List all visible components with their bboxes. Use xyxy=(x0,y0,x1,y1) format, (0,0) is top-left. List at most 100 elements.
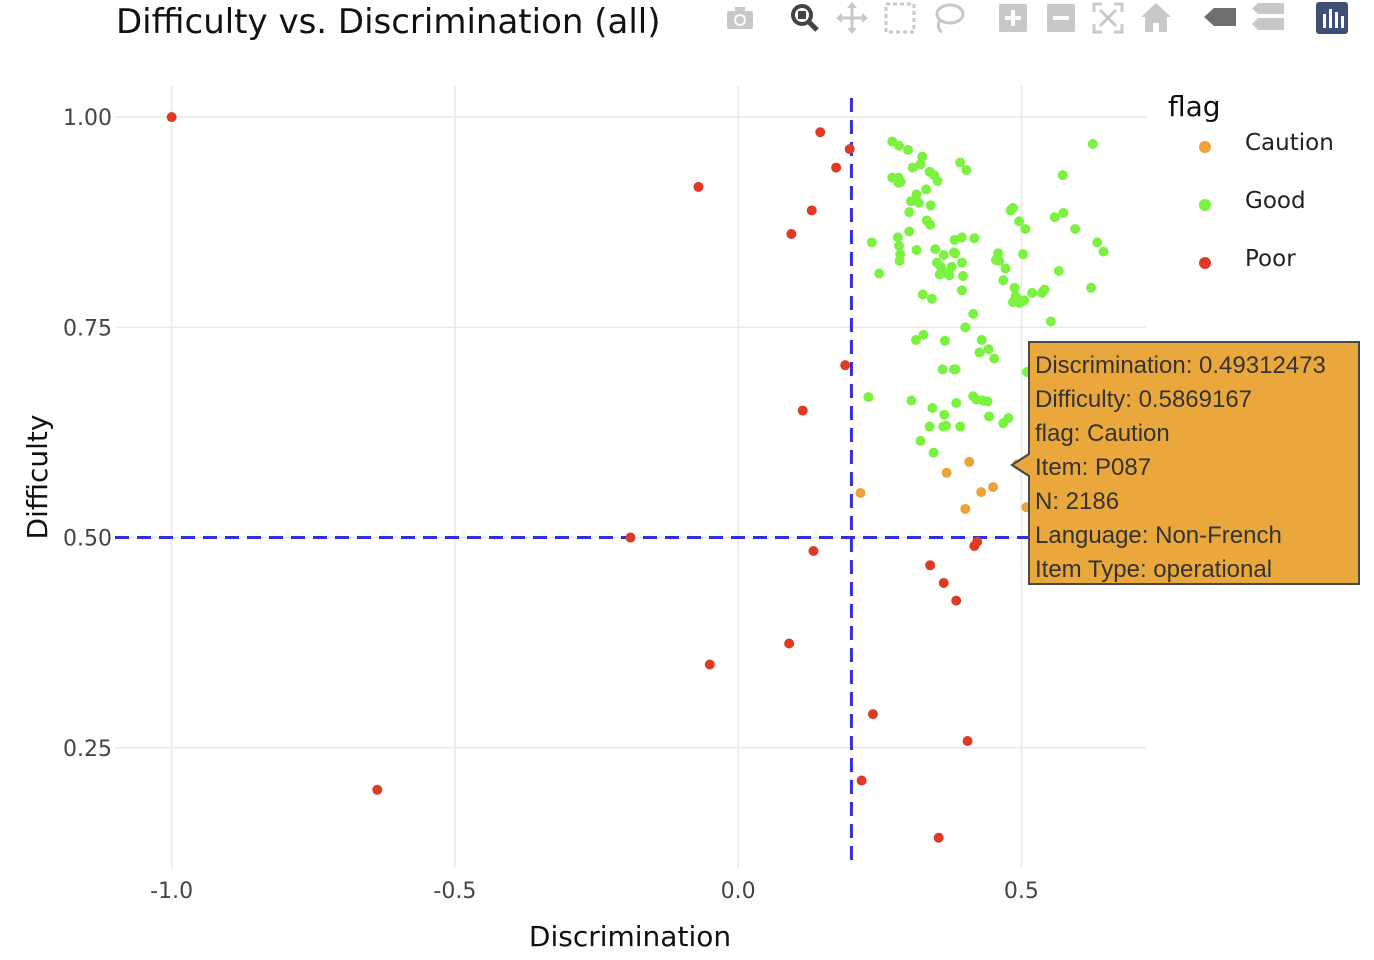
data-point-good[interactable] xyxy=(960,322,971,333)
data-point-good[interactable] xyxy=(944,270,955,281)
data-point-good[interactable] xyxy=(911,189,922,200)
data-point-caution[interactable] xyxy=(964,456,975,467)
data-point-good[interactable] xyxy=(929,170,940,181)
data-point-good[interactable] xyxy=(968,308,979,319)
data-point-good[interactable] xyxy=(917,289,928,300)
data-point-good[interactable] xyxy=(956,232,967,243)
data-points[interactable] xyxy=(166,112,1109,843)
data-point-good[interactable] xyxy=(1070,223,1081,234)
data-point-good[interactable] xyxy=(894,240,905,251)
data-point-good[interactable] xyxy=(1098,246,1109,257)
data-point-good[interactable] xyxy=(904,207,915,218)
data-point-good[interactable] xyxy=(927,403,938,414)
data-point-good[interactable] xyxy=(925,219,936,230)
data-point-good[interactable] xyxy=(1049,212,1060,223)
data-point-good[interactable] xyxy=(917,151,928,162)
data-point-good[interactable] xyxy=(926,293,937,304)
data-point-good[interactable] xyxy=(913,197,924,208)
data-point-good[interactable] xyxy=(982,396,993,407)
data-point-good[interactable] xyxy=(937,364,948,375)
data-point-poor[interactable] xyxy=(815,127,826,138)
data-point-good[interactable] xyxy=(1014,216,1025,227)
data-point-good[interactable] xyxy=(863,392,874,403)
data-point-good[interactable] xyxy=(1019,295,1030,306)
data-point-caution[interactable] xyxy=(960,503,971,514)
data-point-good[interactable] xyxy=(998,275,1009,286)
data-point-good[interactable] xyxy=(892,232,903,243)
compare-data-icon[interactable] xyxy=(1248,0,1288,36)
data-point-poor[interactable] xyxy=(962,736,973,747)
data-point-good[interactable] xyxy=(894,140,905,151)
data-point-good[interactable] xyxy=(1092,237,1103,248)
data-point-good[interactable] xyxy=(983,344,994,355)
zoom-in-icon[interactable] xyxy=(992,0,1032,36)
data-point-good[interactable] xyxy=(1036,287,1047,298)
data-point-good[interactable] xyxy=(866,237,877,248)
data-point-good[interactable] xyxy=(961,165,972,176)
data-point-good[interactable] xyxy=(906,395,917,406)
data-point-good[interactable] xyxy=(958,271,969,282)
data-point-good[interactable] xyxy=(894,255,905,266)
data-point-caution[interactable] xyxy=(976,487,987,498)
data-point-good[interactable] xyxy=(1045,316,1056,327)
legend-item-poor[interactable]: Poor xyxy=(1168,246,1368,304)
data-point-good[interactable] xyxy=(998,418,1009,429)
spike-lines-icon[interactable] xyxy=(1200,0,1240,36)
data-point-good[interactable] xyxy=(1086,282,1097,293)
data-point-poor[interactable] xyxy=(867,709,878,720)
data-point-good[interactable] xyxy=(925,200,936,211)
data-point-poor[interactable] xyxy=(938,577,949,588)
data-point-poor[interactable] xyxy=(693,181,704,192)
data-point-good[interactable] xyxy=(874,268,885,279)
data-point-good[interactable] xyxy=(1053,265,1064,276)
autoscale-icon[interactable] xyxy=(1088,0,1128,36)
data-point-good[interactable] xyxy=(930,244,941,255)
data-point-poor[interactable] xyxy=(831,162,842,173)
data-point-good[interactable] xyxy=(994,255,1005,266)
data-point-good[interactable] xyxy=(951,398,962,409)
data-point-good[interactable] xyxy=(911,244,922,255)
data-point-poor[interactable] xyxy=(786,228,797,239)
data-point-good[interactable] xyxy=(1057,170,1068,181)
data-point-poor[interactable] xyxy=(933,832,944,843)
data-point-poor[interactable] xyxy=(372,784,383,795)
data-point-good[interactable] xyxy=(918,329,929,340)
data-point-good[interactable] xyxy=(911,334,922,345)
pan-icon[interactable] xyxy=(832,0,872,36)
data-point-good[interactable] xyxy=(956,285,967,296)
data-point-poor[interactable] xyxy=(797,405,808,416)
data-point-good[interactable] xyxy=(950,248,961,259)
data-point-good[interactable] xyxy=(948,364,959,375)
data-point-good[interactable] xyxy=(915,435,926,446)
zoom-icon[interactable] xyxy=(784,0,824,36)
data-point-good[interactable] xyxy=(1018,249,1029,260)
data-point-good[interactable] xyxy=(989,353,1000,364)
data-point-good[interactable] xyxy=(974,347,985,358)
data-point-good[interactable] xyxy=(928,447,939,458)
data-point-poor[interactable] xyxy=(925,560,936,571)
data-point-good[interactable] xyxy=(969,233,980,244)
data-point-good[interactable] xyxy=(1007,202,1018,213)
data-point-poor[interactable] xyxy=(856,775,867,786)
data-point-good[interactable] xyxy=(938,250,949,261)
data-point-poor[interactable] xyxy=(951,595,962,606)
data-point-good[interactable] xyxy=(984,411,995,422)
data-point-good[interactable] xyxy=(904,226,915,237)
data-point-caution[interactable] xyxy=(941,467,952,478)
data-point-poor[interactable] xyxy=(806,205,817,216)
data-point-good[interactable] xyxy=(956,257,967,268)
data-point-good[interactable] xyxy=(1000,263,1011,274)
camera-icon[interactable] xyxy=(720,0,760,36)
data-point-poor[interactable] xyxy=(704,659,715,670)
data-point-good[interactable] xyxy=(915,159,926,170)
data-point-poor[interactable] xyxy=(840,360,851,371)
data-point-good[interactable] xyxy=(1027,287,1038,298)
data-point-good[interactable] xyxy=(1087,139,1098,150)
data-point-good[interactable] xyxy=(939,335,950,346)
data-point-good[interactable] xyxy=(903,144,914,155)
data-point-good[interactable] xyxy=(939,409,950,420)
plotly-logo-icon[interactable] xyxy=(1312,0,1352,36)
data-point-good[interactable] xyxy=(895,176,906,187)
data-point-good[interactable] xyxy=(1009,282,1020,293)
